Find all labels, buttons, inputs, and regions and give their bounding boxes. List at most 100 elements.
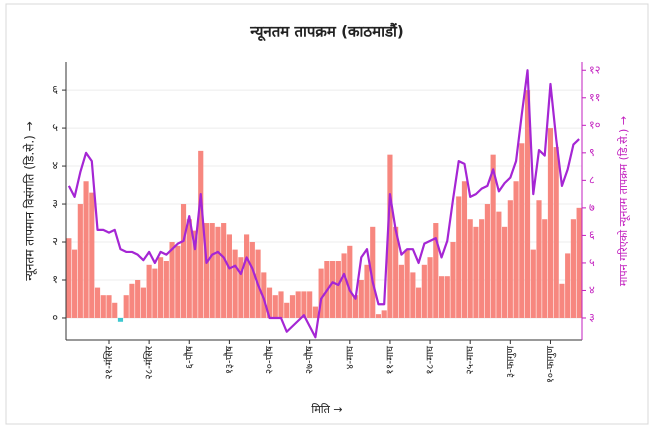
bar <box>536 200 542 318</box>
bar <box>94 287 101 318</box>
x-tick-label: ४-माघ <box>345 345 356 369</box>
bar <box>490 154 496 318</box>
bar <box>180 204 187 318</box>
y2-axis-label: मापन गरिएको न्यूनतम तापक्रम (डि.से.) → <box>617 116 631 286</box>
bar <box>186 219 192 318</box>
x-tick-label: २१-मंसिर <box>103 345 115 379</box>
y-tick-label: ५ <box>52 121 58 134</box>
x-tick-label: २८-मंसिर <box>143 345 155 379</box>
bar <box>507 200 513 318</box>
bar <box>318 268 324 318</box>
bar <box>66 238 72 318</box>
bar <box>542 219 548 318</box>
bar <box>83 181 89 318</box>
bar <box>456 196 462 318</box>
bar <box>553 147 559 318</box>
bar <box>266 287 273 318</box>
bar <box>473 226 479 318</box>
bar <box>312 306 318 318</box>
bar <box>135 279 141 318</box>
bar <box>387 154 393 318</box>
bar <box>278 291 284 318</box>
bar <box>152 268 158 318</box>
bar <box>559 283 565 318</box>
bar <box>284 302 290 318</box>
x-tick-label: २५-माघ <box>465 345 476 375</box>
bar <box>140 287 146 318</box>
y-axis-label: न्यूनतम तापमान विसंगति (डि.से.) → <box>23 121 38 280</box>
bar <box>530 249 536 318</box>
bar <box>238 257 244 318</box>
y2-tick-label: ११ <box>589 91 600 104</box>
bar <box>301 291 307 318</box>
x-tick-label: १८-माघ <box>425 345 436 375</box>
bar <box>370 226 376 318</box>
bar <box>576 207 582 318</box>
bar <box>295 291 301 318</box>
bar <box>129 283 135 318</box>
x-tick-label: २०-पौष <box>264 346 276 374</box>
bar <box>112 302 118 318</box>
x-tick-label: २७-पौष <box>304 346 316 374</box>
x-tick-label: १०-फागुण <box>545 345 556 383</box>
bar <box>421 264 427 318</box>
y2-tick-label: ९ <box>589 146 595 159</box>
y2-tick-label: ५ <box>589 256 595 269</box>
bar <box>117 317 124 322</box>
bar <box>347 245 353 318</box>
bar <box>226 234 232 318</box>
bar <box>364 264 370 318</box>
bar <box>410 272 416 318</box>
y-tick-label: १ <box>52 273 58 286</box>
bar <box>77 204 83 318</box>
x-tick-label: १३-पौष <box>223 346 235 374</box>
x-axis-label: मिति → <box>311 403 342 416</box>
bar <box>289 295 296 318</box>
bar <box>496 211 502 318</box>
y2-tick-label: ३ <box>589 311 595 324</box>
bar <box>175 245 181 318</box>
bar <box>381 310 387 318</box>
bar <box>192 230 198 318</box>
y-tick-label: ६ <box>52 83 58 96</box>
bar <box>358 279 364 318</box>
x-tick-label: ६-पौष <box>183 346 195 369</box>
bar <box>467 219 473 318</box>
bar <box>100 295 106 318</box>
bar <box>450 242 456 318</box>
bar <box>570 219 576 318</box>
chart-title: न्यूनतम तापक्रम (काठमाडौं) <box>249 23 403 42</box>
bar <box>244 234 250 318</box>
bar <box>444 276 450 318</box>
y2-tick-label: ७ <box>589 201 595 214</box>
bar <box>547 128 554 318</box>
y-tick-label: २ <box>52 235 58 248</box>
bar <box>416 287 422 318</box>
bar <box>398 264 404 318</box>
y-tick-label: ४ <box>52 159 58 172</box>
bar <box>335 261 341 318</box>
bar <box>169 242 175 318</box>
bar <box>232 249 238 318</box>
bar <box>427 257 433 318</box>
bar <box>375 314 382 318</box>
bar <box>203 223 210 318</box>
bar <box>393 226 399 318</box>
line <box>67 69 580 339</box>
bar <box>221 223 227 318</box>
bar <box>198 150 204 318</box>
bar <box>146 264 152 318</box>
bar <box>272 295 278 318</box>
bar <box>72 249 78 318</box>
bar <box>261 272 267 318</box>
y2-tick-label: १० <box>589 118 601 131</box>
bar <box>209 223 215 318</box>
bar <box>215 226 221 318</box>
y-tick-label: ० <box>52 311 58 324</box>
bar <box>352 295 359 318</box>
y2-tick-label: १२ <box>589 63 600 76</box>
bar <box>341 253 347 318</box>
bar <box>249 242 255 318</box>
bar <box>519 143 525 318</box>
